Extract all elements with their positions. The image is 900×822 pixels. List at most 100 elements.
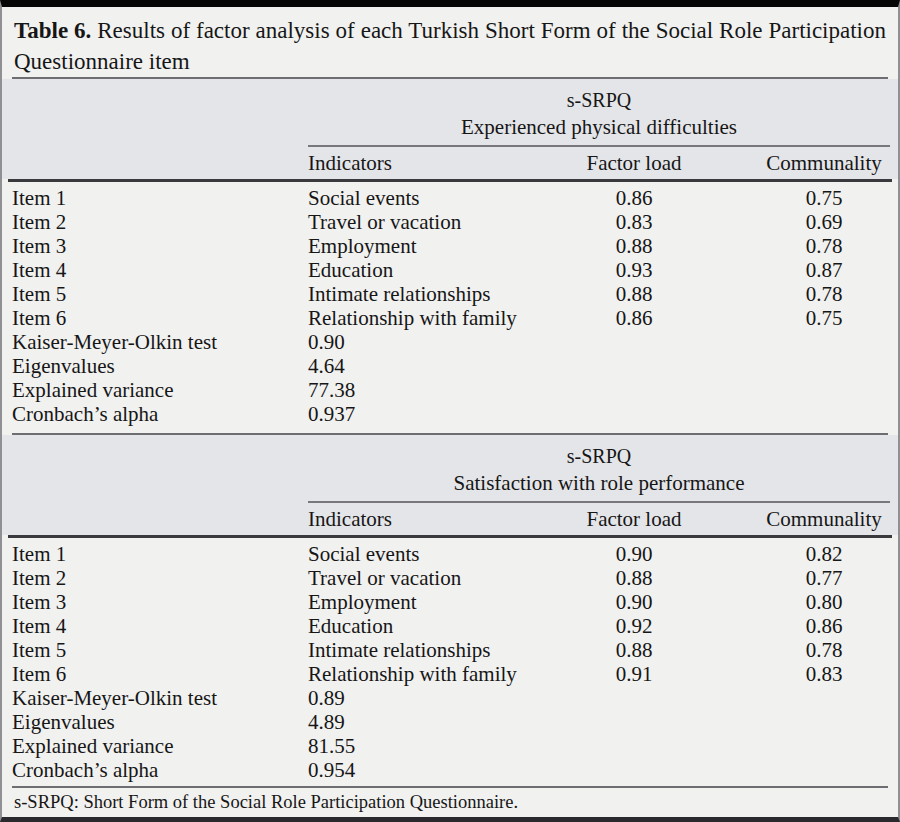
section-2-group-name: s-SRPQ	[308, 443, 890, 470]
factor-load-cell: 0.88	[560, 234, 708, 258]
factor-load-cell: 0.88	[560, 282, 708, 306]
section-1-subtitle: Experienced physical difficulties	[308, 114, 890, 141]
summary-value: 81.55	[308, 734, 560, 758]
factor-load-cell: 0.90	[560, 542, 708, 566]
indicator-cell: Education	[308, 614, 560, 638]
column-header-indicators: Indicators	[308, 503, 560, 535]
section-2-subtitle: Satisfaction with role performance	[308, 470, 890, 497]
summary-label: Kaiser-Meyer-Olkin test	[12, 686, 308, 710]
table-row: Item 6 Relationship with family 0.91 0.8…	[2, 662, 898, 686]
item-cell: Item 3	[12, 234, 308, 258]
indicator-cell: Social events	[308, 542, 560, 566]
item-cell: Item 1	[12, 186, 308, 210]
indicator-cell: Social events	[308, 186, 560, 210]
summary-value: 0.954	[308, 758, 560, 782]
item-cell: Item 5	[12, 638, 308, 662]
table-row: Item 1 Social events 0.86 0.75	[2, 186, 898, 210]
communality-cell: 0.80	[708, 590, 890, 614]
table-caption-text: Results of factor analysis of each Turki…	[14, 18, 886, 74]
summary-row: Kaiser-Meyer-Olkin test 0.89	[2, 686, 898, 710]
communality-cell: 0.78	[708, 638, 890, 662]
column-header-empty	[12, 503, 308, 535]
summary-value: 0.89	[308, 686, 560, 710]
indicator-cell: Education	[308, 258, 560, 282]
column-header-factor-load: Factor load	[560, 147, 708, 179]
column-header-communality: Communality	[708, 503, 890, 535]
section-1-group-header: s-SRPQ Experienced physical difficulties	[308, 79, 890, 141]
summary-value: 77.38	[308, 378, 560, 402]
communality-cell: 0.75	[708, 186, 890, 210]
summary-row: Eigenvalues 4.64	[2, 354, 898, 378]
indicator-cell: Employment	[308, 590, 560, 614]
section-1-group-name: s-SRPQ	[308, 87, 890, 114]
section-2-body: Item 1 Social events 0.90 0.82 Item 2 Tr…	[2, 538, 898, 786]
summary-label: Kaiser-Meyer-Olkin test	[12, 330, 308, 354]
item-cell: Item 6	[12, 306, 308, 330]
factor-load-cell: 0.92	[560, 614, 708, 638]
communality-cell: 0.83	[708, 662, 890, 686]
factor-load-cell: 0.88	[560, 638, 708, 662]
section-1-body: Item 1 Social events 0.86 0.75 Item 2 Tr…	[2, 182, 898, 433]
column-header-empty	[12, 147, 308, 179]
indicator-cell: Relationship with family	[308, 306, 560, 330]
summary-label: Cronbach’s alpha	[12, 402, 308, 426]
column-header-factor-load: Factor load	[560, 503, 708, 535]
table-row: Item 3 Employment 0.88 0.78	[2, 234, 898, 258]
table-row: Item 4 Education 0.93 0.87	[2, 258, 898, 282]
indicator-cell: Intimate relationships	[308, 638, 560, 662]
item-cell: Item 5	[12, 282, 308, 306]
column-header-communality: Communality	[708, 147, 890, 179]
factor-load-cell: 0.90	[560, 590, 708, 614]
indicator-cell: Intimate relationships	[308, 282, 560, 306]
item-cell: Item 2	[12, 566, 308, 590]
communality-cell: 0.86	[708, 614, 890, 638]
section-2-header-band: s-SRPQ Satisfaction with role performanc…	[2, 435, 898, 535]
table-row: Item 1 Social events 0.90 0.82	[2, 542, 898, 566]
summary-label: Eigenvalues	[12, 354, 308, 378]
factor-load-cell: 0.88	[560, 566, 708, 590]
summary-row: Cronbach’s alpha 0.954	[2, 758, 898, 782]
summary-row: Explained variance 81.55	[2, 734, 898, 758]
table-row: Item 2 Travel or vacation 0.83 0.69	[2, 210, 898, 234]
table-caption: Table 6. Results of factor analysis of e…	[2, 7, 898, 77]
indicator-cell: Travel or vacation	[308, 210, 560, 234]
section-1-header-band: s-SRPQ Experienced physical difficulties…	[2, 79, 898, 179]
table-row: Item 5 Intimate relationships 0.88 0.78	[2, 638, 898, 662]
communality-cell: 0.75	[708, 306, 890, 330]
table-row: Item 5 Intimate relationships 0.88 0.78	[2, 282, 898, 306]
indicator-cell: Travel or vacation	[308, 566, 560, 590]
table-footnote: s-SRPQ: Short Form of the Social Role Pa…	[2, 788, 898, 817]
summary-label: Explained variance	[12, 734, 308, 758]
summary-row: Explained variance 77.38	[2, 378, 898, 402]
table-row: Item 6 Relationship with family 0.86 0.7…	[2, 306, 898, 330]
summary-value: 4.89	[308, 710, 560, 734]
table-row: Item 3 Employment 0.90 0.80	[2, 590, 898, 614]
summary-value: 4.64	[308, 354, 560, 378]
indicator-cell: Employment	[308, 234, 560, 258]
summary-row: Cronbach’s alpha 0.937	[2, 402, 898, 426]
item-cell: Item 2	[12, 210, 308, 234]
summary-label: Eigenvalues	[12, 710, 308, 734]
communality-cell: 0.82	[708, 542, 890, 566]
table-6-figure: Table 6. Results of factor analysis of e…	[0, 0, 900, 822]
communality-cell: 0.77	[708, 566, 890, 590]
factor-load-cell: 0.93	[560, 258, 708, 282]
communality-cell: 0.78	[708, 282, 890, 306]
section-2-group-header: s-SRPQ Satisfaction with role performanc…	[308, 435, 890, 497]
item-cell: Item 6	[12, 662, 308, 686]
summary-row: Kaiser-Meyer-Olkin test 0.90	[2, 330, 898, 354]
factor-load-cell: 0.86	[560, 306, 708, 330]
indicator-cell: Relationship with family	[308, 662, 560, 686]
table-number-label: Table 6.	[14, 18, 91, 43]
summary-value: 0.90	[308, 330, 560, 354]
item-cell: Item 1	[12, 542, 308, 566]
summary-label: Cronbach’s alpha	[12, 758, 308, 782]
summary-label: Explained variance	[12, 378, 308, 402]
summary-row: Eigenvalues 4.89	[2, 710, 898, 734]
summary-value: 0.937	[308, 402, 560, 426]
factor-load-cell: 0.86	[560, 186, 708, 210]
section-1-column-header-row: Indicators Factor load Communality	[2, 147, 898, 179]
table-row: Item 4 Education 0.92 0.86	[2, 614, 898, 638]
column-header-indicators: Indicators	[308, 147, 560, 179]
table-row: Item 2 Travel or vacation 0.88 0.77	[2, 566, 898, 590]
